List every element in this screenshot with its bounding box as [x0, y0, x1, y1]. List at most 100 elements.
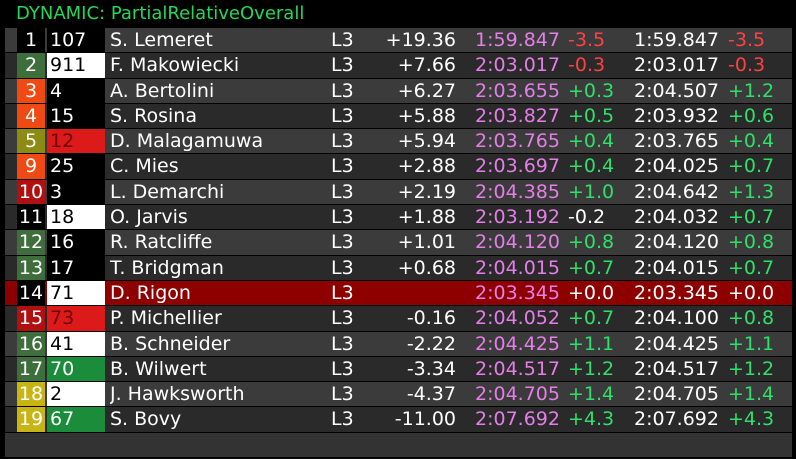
lap-indicator: L3 [331, 256, 354, 279]
lap-indicator: L3 [331, 130, 354, 153]
best-lap-delta: +1.1 [728, 332, 775, 355]
gap-time: +6.27 [397, 79, 456, 102]
gap-time: -11.00 [394, 408, 456, 431]
last-lap-delta: +1.1 [568, 332, 615, 355]
last-lap-delta: +0.4 [568, 155, 615, 178]
best-lap-delta: -0.3 [728, 54, 766, 77]
best-lap-time: 2:04.705 [634, 383, 719, 406]
best-lap-delta: +0.8 [728, 231, 775, 254]
position-badge: 15 [17, 306, 45, 331]
best-lap-delta: +0.7 [728, 256, 775, 279]
position-badge: 3 [17, 78, 45, 103]
best-lap-time: 2:03.765 [634, 130, 719, 153]
last-lap-delta: +0.8 [568, 231, 615, 254]
best-lap-delta: +0.0 [728, 281, 775, 304]
driver-name: R. Ratcliffe [110, 231, 213, 254]
lap-indicator: L3 [331, 155, 354, 178]
driver-row: 10 3 L. Demarchi L3 +2.19 2:04.385 +1.0 2:04.64… [5, 179, 792, 205]
best-lap-time: 2:04.425 [634, 332, 719, 355]
car-number: 73 [47, 306, 105, 331]
best-lap-time: 2:03.932 [634, 104, 719, 127]
last-lap-delta: -3.5 [568, 29, 606, 51]
driver-row: 4 15 S. Rosina L3 +5.88 2:03.827 +0.5 2:03.932 +… [5, 103, 792, 129]
position-badge: 19 [17, 407, 45, 432]
gap-time: +2.19 [397, 180, 456, 203]
driver-name: J. Hawksworth [110, 383, 245, 406]
last-lap-time: 2:04.120 [475, 231, 560, 254]
best-lap-delta: +4.3 [728, 408, 775, 431]
best-lap-delta: +0.7 [728, 206, 775, 229]
last-lap-time: 2:04.052 [475, 307, 560, 330]
last-lap-time: 2:04.517 [475, 357, 560, 380]
best-lap-time: 2:04.025 [634, 155, 719, 178]
driver-row: 3 4 A. Bertolini L3 +6.27 2:03.655 +0.3 2:04.50… [5, 78, 792, 103]
car-number: 18 [47, 205, 105, 230]
position-badge: 5 [17, 129, 45, 154]
best-lap-time: 2:04.100 [634, 307, 719, 330]
best-lap-time: 1:59.847 [634, 29, 719, 51]
gap-time: +19.36 [385, 29, 456, 51]
driver-row: 19 67 S. Bovy L3 -11.00 2:07.692 +4.3 2:07.692 +… [5, 407, 792, 432]
gap-time: -0.16 [406, 307, 456, 330]
position-badge: 14 [17, 280, 45, 306]
position-badge: 9 [17, 154, 45, 179]
driver-name: D. Malagamuwa [110, 130, 264, 153]
last-lap-delta: +0.7 [568, 256, 615, 279]
car-number: 17 [47, 255, 105, 280]
car-number: 4 [47, 78, 105, 103]
gap-time: -3.34 [406, 357, 456, 380]
gap-time: +0.68 [397, 256, 456, 279]
driver-name: O. Jarvis [110, 206, 188, 229]
best-lap-delta: +0.7 [728, 155, 775, 178]
last-lap-delta: +1.4 [568, 383, 615, 406]
lap-indicator: L3 [331, 180, 354, 203]
position-badge: 11 [17, 205, 45, 230]
last-lap-delta: +0.7 [568, 307, 615, 330]
last-lap-time: 2:04.705 [475, 383, 560, 406]
gap-time [370, 281, 456, 305]
best-lap-delta: +1.2 [728, 357, 775, 380]
driver-name: A. Bertolini [110, 79, 215, 102]
driver-name: B. Wilwert [110, 357, 207, 380]
driver-row: 1 107 S. Lemeret L3 +19.36 1:59.847 -3.5 1:59.8… [5, 28, 792, 53]
last-lap-time: 2:04.425 [475, 332, 560, 355]
lap-indicator: L3 [331, 54, 354, 77]
driver-row: 13 17 T. Bridgman L3 +0.68 2:04.015 +0.7 2:04.0… [5, 255, 792, 280]
best-lap-time: 2:04.507 [634, 79, 719, 102]
lap-indicator: L3 [331, 231, 354, 254]
best-lap-time: 2:04.032 [634, 206, 719, 229]
car-number: 107 [47, 28, 105, 53]
driver-name: D. Rigon [110, 281, 191, 304]
lap-indicator: L3 [331, 281, 354, 304]
driver-row: 11 18 O. Jarvis L3 +1.88 2:03.192 -0.2 2:04.032… [5, 205, 792, 230]
lap-indicator: L3 [331, 383, 354, 406]
last-lap-time: 2:03.827 [475, 104, 560, 127]
driver-row: 16 41 B. Schneider L3 -2.22 2:04.425 +1.1 2:04.… [5, 331, 792, 356]
lap-indicator: L3 [331, 357, 354, 380]
last-lap-time: 2:03.017 [475, 54, 560, 77]
best-lap-time: 2:04.120 [634, 231, 719, 254]
position-badge: 12 [17, 230, 45, 255]
driver-row: 9 25 C. Mies L3 +2.88 2:03.697 +0.4 2:04.025 +0.… [5, 154, 792, 179]
gap-time: +5.88 [397, 104, 456, 127]
best-lap-time: 2:03.017 [634, 54, 719, 77]
last-lap-delta: +4.3 [568, 408, 615, 431]
car-number: 16 [47, 230, 105, 255]
last-lap-delta: +1.0 [568, 180, 615, 203]
car-number: 25 [47, 154, 105, 179]
position-badge: 10 [17, 179, 45, 205]
footer-bar [5, 433, 792, 457]
gap-time: -2.22 [406, 332, 456, 355]
best-lap-delta: +0.6 [728, 104, 775, 127]
last-lap-delta: +0.5 [568, 104, 615, 127]
best-lap-delta: -3.5 [728, 29, 766, 51]
last-lap-delta: +0.3 [568, 79, 615, 102]
gap-time: +7.66 [397, 54, 456, 77]
driver-name: P. Michellier [110, 307, 222, 330]
car-number: 15 [47, 103, 105, 129]
last-lap-time: 2:04.385 [475, 180, 560, 203]
last-lap-time: 2:03.345 [475, 281, 560, 304]
standings-list: 1 107 S. Lemeret L3 +19.36 1:59.847 -3.5 1:59.8… [5, 28, 792, 433]
driver-name: S. Lemeret [110, 29, 213, 51]
